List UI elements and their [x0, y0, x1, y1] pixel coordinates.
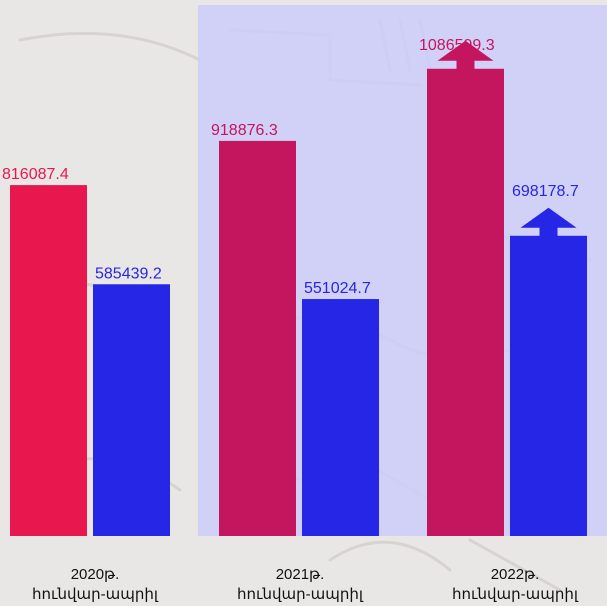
x-tick-period: հունվար-ապրիլ	[205, 585, 395, 605]
bar-series-b-2	[510, 236, 587, 536]
data-label-series-b-0: 585439.2	[95, 265, 162, 282]
data-label-series-a-2: 1086599.3	[419, 37, 495, 54]
x-tick-label-2021: 2021թ. հունվար-ապրիլ	[205, 565, 395, 605]
arrow-up-icon	[521, 208, 577, 237]
x-tick-period: հունվար-ապրիլ	[0, 585, 190, 605]
bar-series-a-0	[10, 185, 87, 536]
bar-series-b-0	[93, 284, 170, 536]
data-label-series-a-1: 918876.3	[211, 122, 278, 139]
data-label-series-b-1: 551024.7	[304, 280, 371, 297]
x-tick-year: 2020թ.	[0, 565, 190, 585]
bar-series-a-1	[219, 141, 296, 536]
x-tick-label-2020: 2020թ. հունվար-ապրիլ	[0, 565, 190, 605]
x-tick-year: 2022թ.	[420, 565, 607, 585]
bar-series-a-2	[427, 69, 504, 536]
x-tick-period: հունվար-ապրիլ	[420, 585, 607, 605]
x-tick-label-2022: 2022թ. հունվար-ապրիլ	[420, 565, 607, 605]
bar-series-b-1	[302, 299, 379, 536]
data-label-series-a-0: 816087.4	[2, 166, 69, 183]
x-tick-year: 2021թ.	[205, 565, 395, 585]
data-label-series-b-2: 698178.7	[512, 183, 579, 200]
